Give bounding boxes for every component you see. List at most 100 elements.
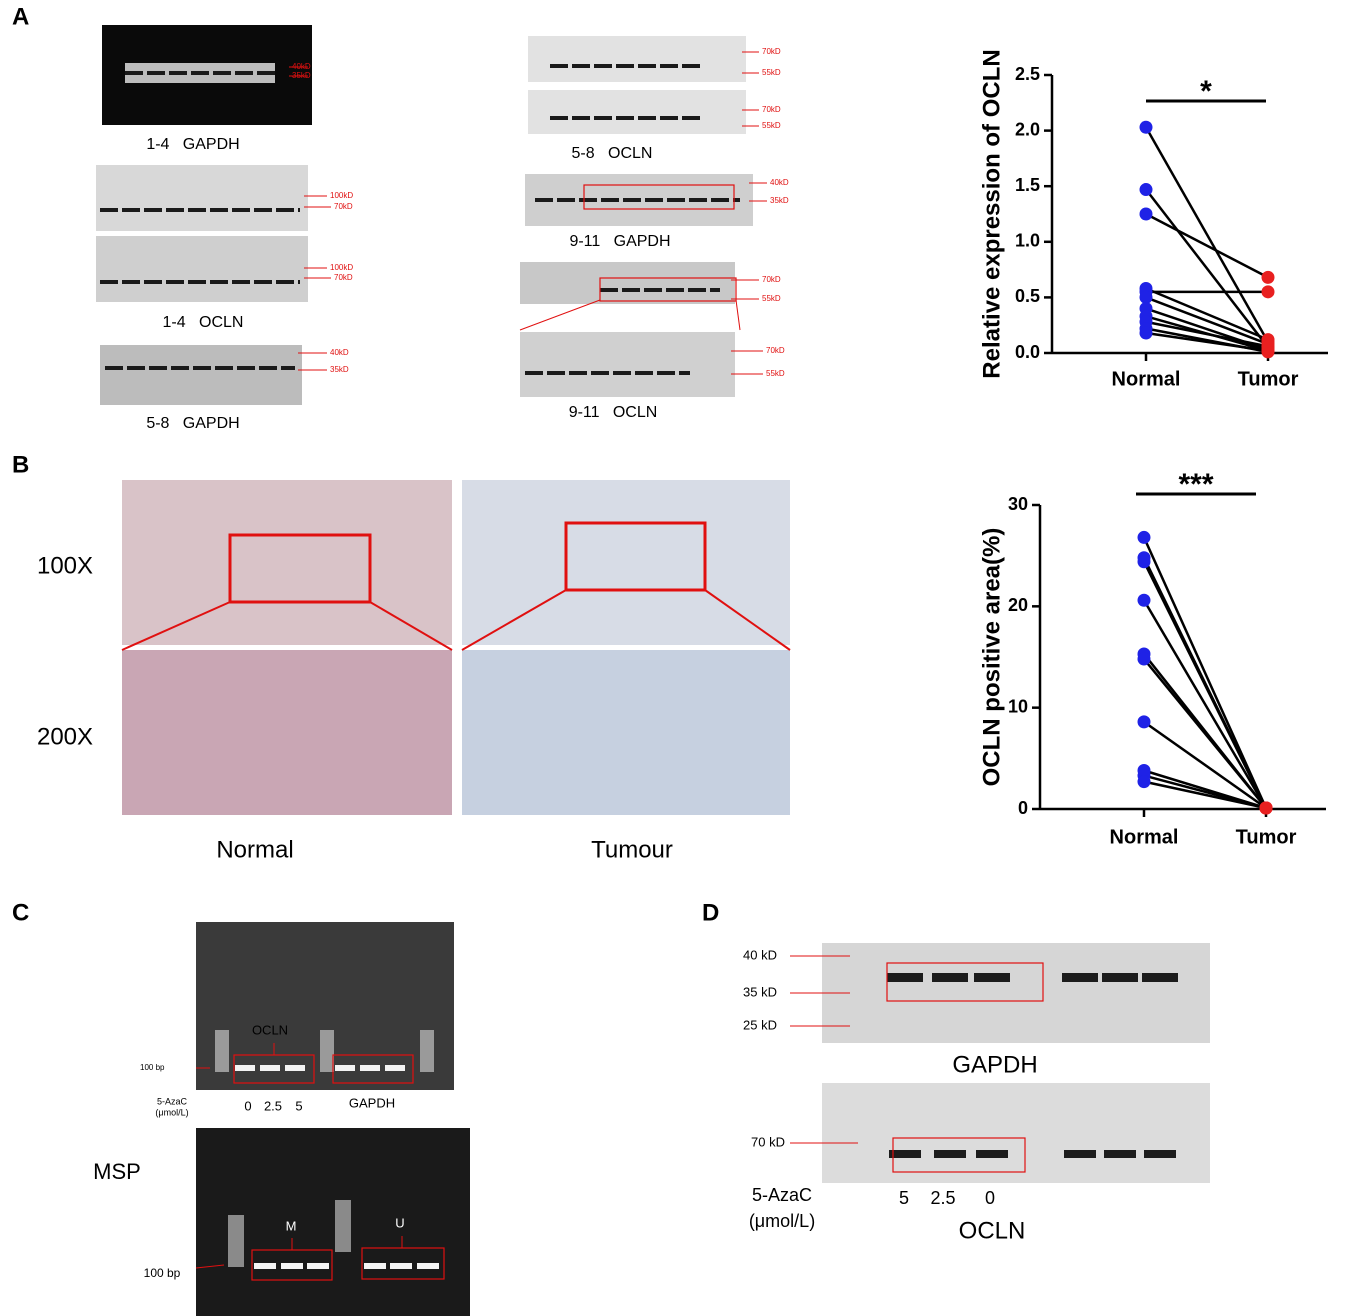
data-point	[1137, 775, 1151, 789]
blot-caption: OCLN	[959, 1217, 1026, 1244]
zoom-line	[461, 589, 567, 651]
y-tick-label: 20	[1008, 595, 1028, 615]
blot	[100, 345, 302, 405]
marker-label: 70kD	[762, 275, 781, 284]
y-tick-label: 10	[1008, 696, 1028, 716]
y-tick-label: 0.0	[1015, 342, 1040, 362]
y-tick-label: 1.5	[1015, 175, 1040, 195]
data-point	[1261, 344, 1275, 358]
blot-caption: 1-4 OCLN	[163, 314, 244, 331]
blot-band	[974, 973, 1010, 982]
blot-caption: 1-4 GAPDH	[146, 136, 239, 153]
blot-band	[934, 1150, 966, 1158]
marker-label: 100kD	[330, 263, 353, 272]
data-point	[1137, 530, 1151, 544]
dose: 2.5	[264, 1098, 282, 1113]
blot-band	[1104, 1150, 1136, 1158]
highlight-box	[332, 1054, 414, 1084]
data-point	[1139, 290, 1153, 304]
blot-band	[932, 973, 968, 982]
marker-label: 70kD	[334, 202, 353, 211]
significance: *	[1200, 75, 1212, 108]
gel-band	[390, 1263, 412, 1269]
pair-line	[1144, 126, 1270, 343]
gel-band	[285, 1065, 305, 1071]
magnification: 200X	[37, 723, 93, 750]
blot	[520, 332, 735, 397]
ladder	[215, 1030, 229, 1072]
blot-band	[1102, 973, 1138, 982]
unit: (μmol/L)	[749, 1211, 815, 1231]
marker-label: 35kD	[770, 196, 789, 205]
marker-label: 40 kD	[743, 947, 777, 962]
gel-band	[254, 1263, 276, 1269]
lane-label: M	[286, 1218, 297, 1233]
zoom-line	[121, 601, 231, 651]
marker-label: 70kD	[766, 346, 785, 355]
highlight-box	[599, 277, 737, 302]
marker-label: 55kD	[762, 294, 781, 303]
ladder	[335, 1200, 351, 1252]
marker-label: 70kD	[762, 105, 781, 114]
dose: 0	[244, 1098, 251, 1113]
y-tick-label: 30	[1008, 494, 1028, 514]
blot	[822, 1083, 1210, 1183]
pair-line	[1145, 188, 1269, 349]
x-tick-label: Normal	[1112, 368, 1181, 390]
ihc-image	[122, 650, 452, 815]
y-tick-label: 2.0	[1015, 119, 1040, 139]
zoom-line	[735, 299, 741, 331]
blot-band	[889, 1150, 921, 1158]
marker-label: 35kD	[330, 365, 349, 374]
blot-band	[1064, 1150, 1096, 1158]
pair-line	[1145, 320, 1269, 348]
data-point	[1137, 715, 1151, 729]
gel-band	[307, 1263, 329, 1269]
y-axis-label: OCLN positive area(%)	[978, 528, 1005, 787]
marker-label: 40kD	[330, 348, 349, 357]
pair-line	[1145, 331, 1269, 353]
data-point	[1261, 285, 1275, 299]
significance: ***	[1178, 468, 1213, 501]
data-point	[1139, 326, 1153, 340]
zoom-box	[228, 533, 372, 604]
ihc-image	[462, 480, 790, 645]
marker-label: 35kD	[292, 71, 311, 80]
gel-band	[417, 1263, 439, 1269]
blot	[520, 262, 735, 304]
zoom-line	[369, 601, 453, 651]
zoom-box	[564, 521, 707, 592]
dose: 5	[295, 1098, 302, 1113]
marker-label: 40kD	[292, 62, 311, 71]
gel-band	[335, 1065, 355, 1071]
blot	[96, 165, 308, 231]
marker-label: 55kD	[766, 369, 785, 378]
gel-band	[360, 1065, 380, 1071]
size-marker: 100 bp	[140, 1063, 165, 1072]
pair-line	[1142, 599, 1268, 809]
blot-caption: 5-8 OCLN	[572, 145, 653, 162]
panel-letter: B	[12, 451, 29, 478]
blot-band	[976, 1150, 1008, 1158]
blot-caption: 9-11 OCLN	[569, 404, 658, 421]
blot-band	[1144, 1150, 1176, 1158]
data-point	[1137, 652, 1151, 666]
marker-label: 100kD	[330, 191, 353, 200]
group-label: Normal	[216, 836, 293, 863]
data-point	[1137, 593, 1151, 607]
blot-caption: GAPDH	[952, 1051, 1037, 1078]
panel-letter: A	[12, 3, 29, 30]
zoom-line	[704, 589, 791, 651]
pair-line	[1143, 780, 1267, 810]
blot	[528, 36, 746, 82]
ihc-image	[462, 650, 790, 815]
blot-caption: 9-11 GAPDH	[569, 233, 670, 250]
marker-label: 70kD	[334, 273, 353, 282]
data-point	[1139, 207, 1153, 221]
unit: (μmol/L)	[155, 1107, 188, 1117]
control-label: GAPDH	[349, 1095, 395, 1110]
marker-label: 25 kD	[743, 1017, 777, 1032]
highlight-box	[583, 184, 735, 210]
marker-label: 55kD	[762, 121, 781, 130]
